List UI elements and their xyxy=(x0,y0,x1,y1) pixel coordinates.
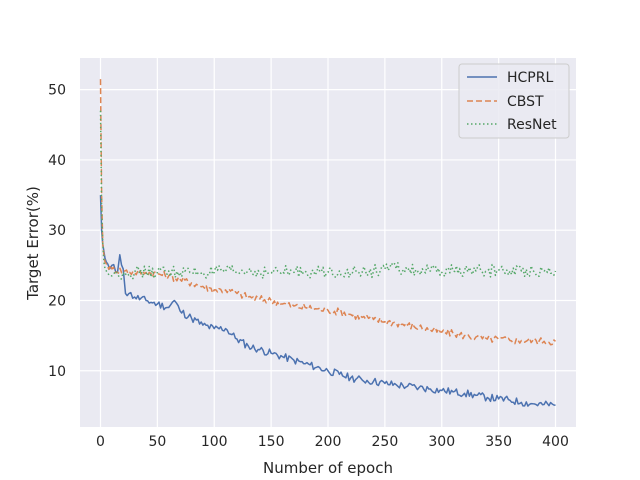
x-tick-label: 400 xyxy=(542,434,569,450)
x-tick-label: 100 xyxy=(201,434,228,450)
legend-label-hcprl: HCPRL xyxy=(507,70,553,86)
x-tick-label: 50 xyxy=(148,434,166,450)
y-tick-label: 30 xyxy=(48,223,66,239)
y-tick-label: 50 xyxy=(48,83,66,99)
legend: HCPRL CBST ResNet xyxy=(459,64,569,138)
x-tick-label: 0 xyxy=(96,434,105,450)
x-tick-label: 300 xyxy=(428,434,455,450)
x-tick-label: 250 xyxy=(372,434,399,450)
x-tick-label: 150 xyxy=(258,434,285,450)
y-tick-label: 10 xyxy=(48,364,66,380)
x-tick-label: 350 xyxy=(485,434,512,450)
legend-label-resnet: ResNet xyxy=(507,117,557,133)
x-tick-label: 200 xyxy=(315,434,342,450)
legend-label-cbst: CBST xyxy=(507,94,544,110)
y-tick-label: 40 xyxy=(48,153,66,169)
x-axis-label: Number of epoch xyxy=(263,459,393,477)
y-tick-label: 20 xyxy=(48,293,66,309)
y-axis-label: Target Error(%) xyxy=(24,186,42,301)
